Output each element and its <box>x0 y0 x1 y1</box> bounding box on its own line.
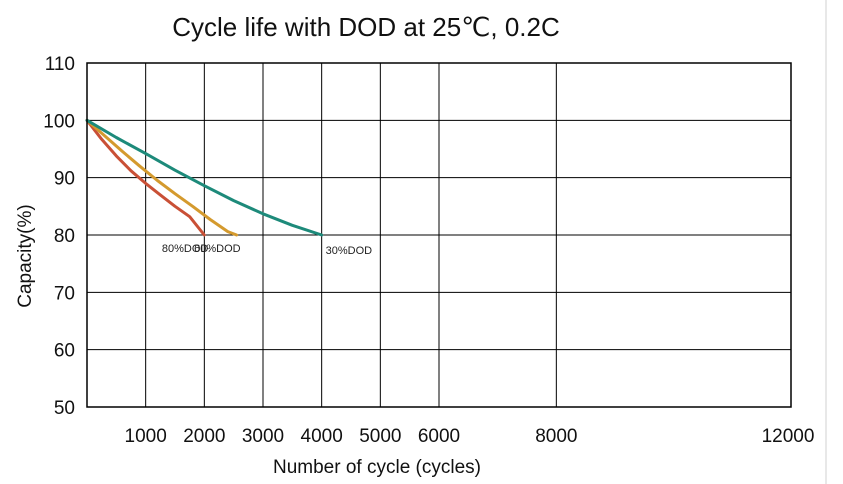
x-axis-ticks: 1000 2000 3000 4000 5000 6000 8000 12000 <box>125 426 815 447</box>
y-axis-label: Capacity(%) <box>15 204 36 307</box>
x-tick-label: 4000 <box>301 426 343 447</box>
x-tick-label: 6000 <box>418 426 460 447</box>
series-line-2 <box>85 118 239 237</box>
x-tick-label: 8000 <box>535 426 577 447</box>
y-tick-label: 70 <box>54 283 75 304</box>
chart-title: Cycle life with DOD at 25℃, 0.2C <box>172 12 560 42</box>
y-axis-ticks: 50 60 70 80 90 100 110 <box>43 54 75 419</box>
y-tick-label: 90 <box>54 169 75 190</box>
series-line-3 <box>85 118 324 237</box>
y-tick-label: 80 <box>54 226 75 247</box>
series-group <box>85 118 324 237</box>
grid <box>87 62 792 408</box>
y-tick-label: 100 <box>43 111 75 132</box>
series-line-1 <box>85 118 206 237</box>
x-tick-label: 5000 <box>359 426 401 447</box>
x-tick-label: 2000 <box>183 426 225 447</box>
x-tick-label: 3000 <box>242 426 284 447</box>
y-tick-label: 60 <box>54 341 75 362</box>
x-tick-label: 12000 <box>762 426 815 447</box>
series-label-3: 30%DOD <box>326 245 373 257</box>
series-label-2: 60%DOD <box>194 243 241 255</box>
x-tick-label: 1000 <box>125 426 167 447</box>
y-tick-label: 110 <box>45 54 75 75</box>
x-axis-label: Number of cycle (cycles) <box>273 457 481 478</box>
series-label-1: 80%DOD <box>162 243 209 255</box>
y-tick-label: 50 <box>54 398 75 419</box>
plot-frame <box>86 62 792 408</box>
